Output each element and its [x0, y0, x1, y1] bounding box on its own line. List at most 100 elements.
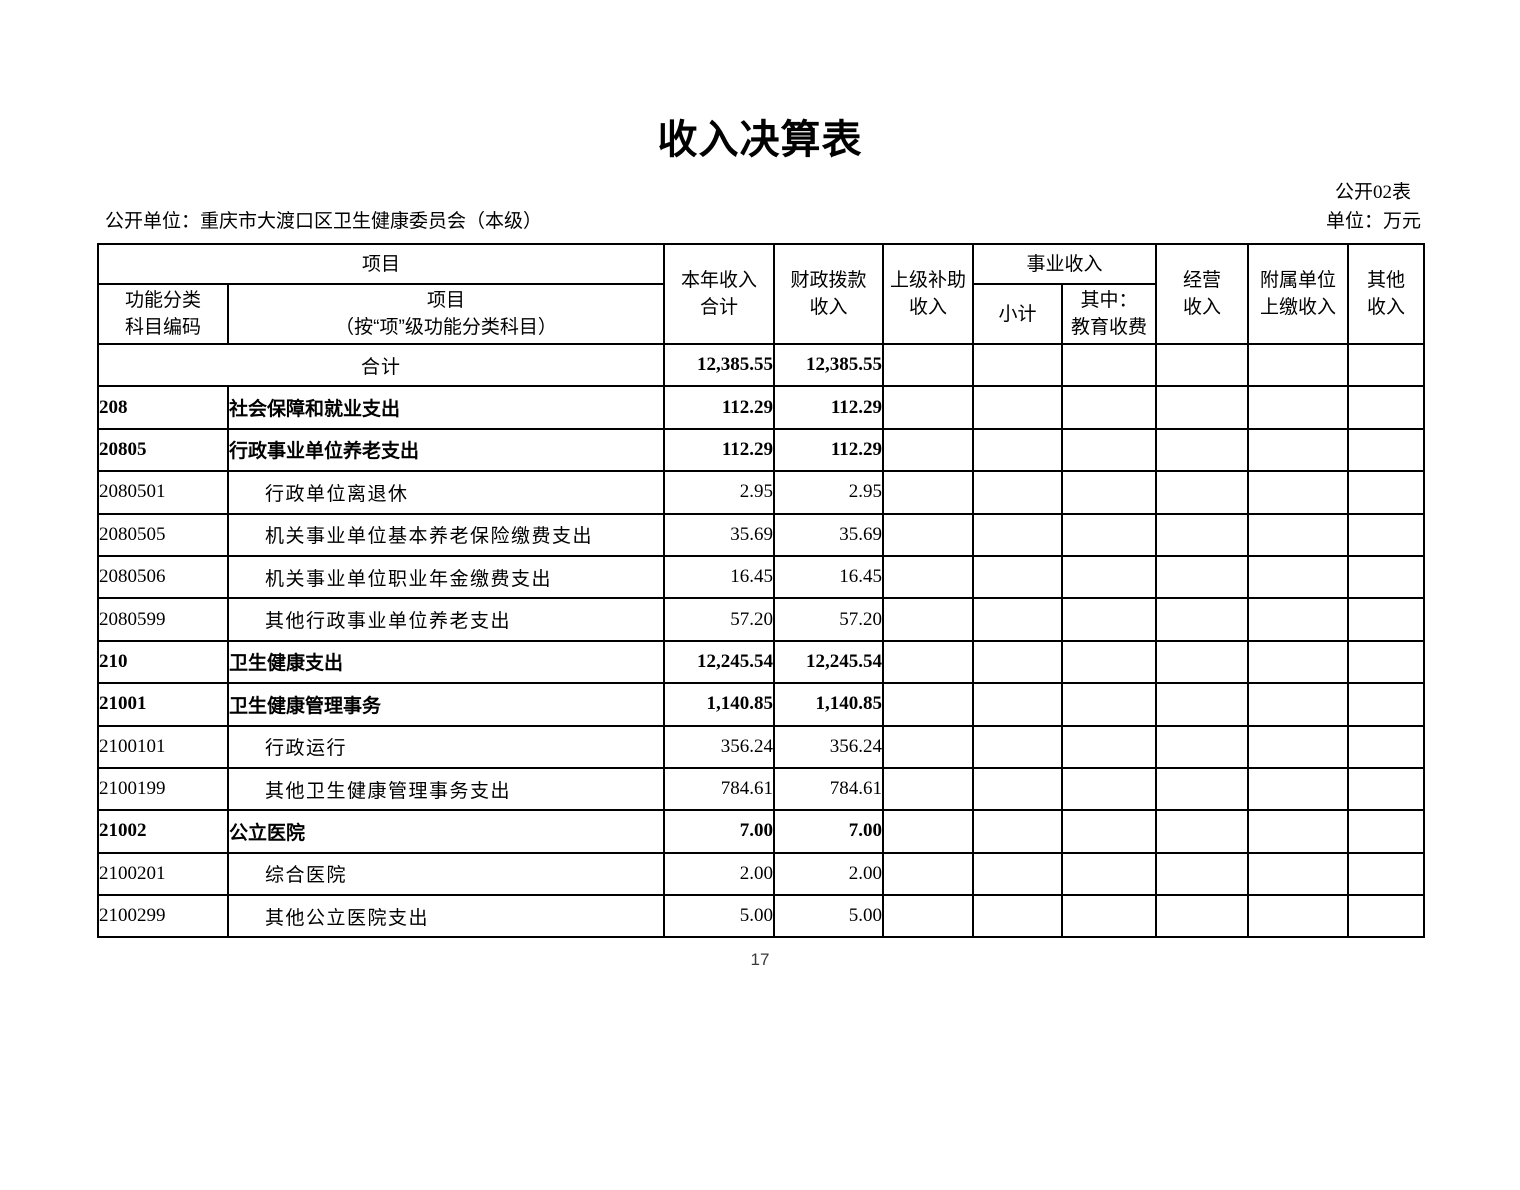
table-row: 21001 卫生健康管理事务 1,140.85 1,140.85	[97, 682, 1426, 727]
table-body: 合计 12,385.55 12,385.55 208 社会保障和就业支出 112.29 11…	[96, 342, 1426, 939]
value-cell	[1155, 724, 1250, 769]
value-cell: 16.45	[773, 554, 885, 600]
value-cell	[1155, 470, 1250, 515]
value-cell: 7.00	[773, 809, 885, 854]
item-cell: 机关事业单位基本养老保险缴费支出	[226, 512, 666, 557]
value-cell	[1061, 894, 1158, 939]
table-row: 2080505 机关事业单位基本养老保险缴费支出 35.69 35.69	[97, 512, 1426, 557]
value-cell	[1247, 894, 1350, 939]
value-cell	[972, 639, 1064, 685]
item-cell: 社会保障和就业支出	[226, 385, 666, 430]
value-cell	[1347, 809, 1426, 854]
header-business-income-group: 事业收入	[972, 243, 1158, 285]
value-cell	[1061, 639, 1158, 685]
table-row: 2080599 其他行政事业单位养老支出 57.20 57.20	[97, 597, 1426, 642]
value-cell	[1247, 682, 1350, 727]
table-row: 210 卫生健康支出 12,245.54 12,245.54	[97, 639, 1426, 685]
header-item-by-level: 项目 （按“项”级功能分类科目）	[226, 283, 666, 345]
value-cell	[1061, 512, 1158, 557]
header-line: （按“项”级功能分类科目）	[335, 317, 557, 338]
value-cell	[1347, 470, 1426, 515]
value-cell	[1155, 342, 1250, 388]
header-line: 经营	[1183, 270, 1222, 291]
value-cell: 57.20	[663, 597, 776, 642]
header-line: 收入	[809, 297, 848, 318]
code-cell: 2080501	[97, 470, 229, 515]
value-cell	[1155, 766, 1250, 812]
value-cell: 356.24	[773, 724, 885, 769]
value-cell	[972, 682, 1064, 727]
header-line: 上级补助	[890, 270, 967, 291]
value-cell	[972, 385, 1064, 430]
value-cell	[1061, 809, 1158, 854]
value-cell	[882, 639, 975, 685]
header-row-2: 功能分类 科目编码 项目 （按“项”级功能分类科目） 小计 其中： 教育收费	[97, 283, 1424, 345]
value-cell: 2.95	[773, 470, 885, 515]
code-cell: 208	[97, 385, 229, 430]
item-cell: 行政运行	[226, 724, 666, 769]
value-cell: 784.61	[663, 766, 776, 812]
table-row: 2100101 行政运行 356.24 356.24	[97, 724, 1426, 769]
value-cell	[972, 470, 1064, 515]
header-affiliated-income: 附属单位 上缴收入	[1247, 243, 1350, 345]
value-cell	[1247, 597, 1350, 642]
value-cell	[972, 724, 1064, 769]
value-cell	[1247, 554, 1350, 600]
value-cell	[972, 894, 1064, 939]
value-cell	[972, 512, 1064, 557]
value-cell	[1155, 851, 1250, 897]
item-cell: 行政单位离退休	[226, 470, 666, 515]
value-cell	[1347, 766, 1426, 812]
table-row: 2100199 其他卫生健康管理事务支出 784.61 784.61	[97, 766, 1426, 812]
code-cell: 2100299	[97, 894, 229, 939]
header-item-group: 项目	[96, 243, 666, 285]
table-row: 21002 公立医院 7.00 7.00	[97, 809, 1426, 854]
item-cell: 其他卫生健康管理事务支出	[226, 766, 666, 812]
value-cell	[1061, 682, 1158, 727]
header-operating-income: 经营 收入	[1155, 243, 1250, 345]
value-cell	[1155, 554, 1250, 600]
header-function-code: 功能分类 科目编码	[97, 283, 229, 345]
value-cell	[1247, 512, 1350, 557]
header-other-income: 其他 收入	[1347, 243, 1426, 345]
value-cell	[1347, 597, 1426, 642]
value-cell	[1155, 597, 1250, 642]
header-total-income: 本年收入 合计	[663, 243, 776, 345]
value-cell	[1347, 682, 1426, 727]
value-cell: 35.69	[663, 512, 776, 557]
value-cell	[882, 682, 975, 727]
value-cell	[1247, 639, 1350, 685]
header-fiscal-appropriation: 财政拨款 收入	[773, 243, 885, 345]
header-line: 收入	[1183, 297, 1222, 318]
value-cell	[882, 470, 975, 515]
meta-row: 公开单位：重庆市大渡口区卫生健康委员会（本级） 单位：万元	[97, 209, 1423, 234]
value-cell	[1155, 385, 1250, 430]
value-cell	[972, 554, 1064, 600]
value-cell: 12,385.55	[773, 342, 885, 388]
header-line: 收入	[1367, 297, 1406, 318]
header-line: 其中：	[1080, 290, 1138, 311]
header-line: 功能分类	[124, 290, 201, 311]
value-cell	[882, 427, 975, 473]
value-cell: 12,245.54	[663, 639, 776, 685]
value-cell	[1247, 470, 1350, 515]
code-cell: 2100199	[97, 766, 229, 812]
code-cell: 21001	[97, 682, 229, 727]
value-cell	[1061, 427, 1158, 473]
value-cell: 57.20	[773, 597, 885, 642]
value-cell	[1247, 385, 1350, 430]
header-line: 科目编码	[124, 317, 201, 338]
code-cell: 20805	[97, 427, 229, 473]
value-cell	[1347, 851, 1426, 897]
header-line: 本年收入	[681, 270, 758, 291]
item-cell: 卫生健康管理事务	[226, 682, 666, 727]
header-line: 教育收费	[1071, 317, 1148, 338]
header-business-subtotal: 小计	[972, 283, 1064, 345]
value-cell	[1155, 512, 1250, 557]
table-row: 20805 行政事业单位养老支出 112.29 112.29	[97, 427, 1426, 473]
value-cell	[1347, 554, 1426, 600]
code-cell: 21002	[97, 809, 229, 854]
value-cell	[882, 385, 975, 430]
table-row: 2080506 机关事业单位职业年金缴费支出 16.45 16.45	[97, 554, 1426, 600]
header-line: 合计	[700, 297, 739, 318]
